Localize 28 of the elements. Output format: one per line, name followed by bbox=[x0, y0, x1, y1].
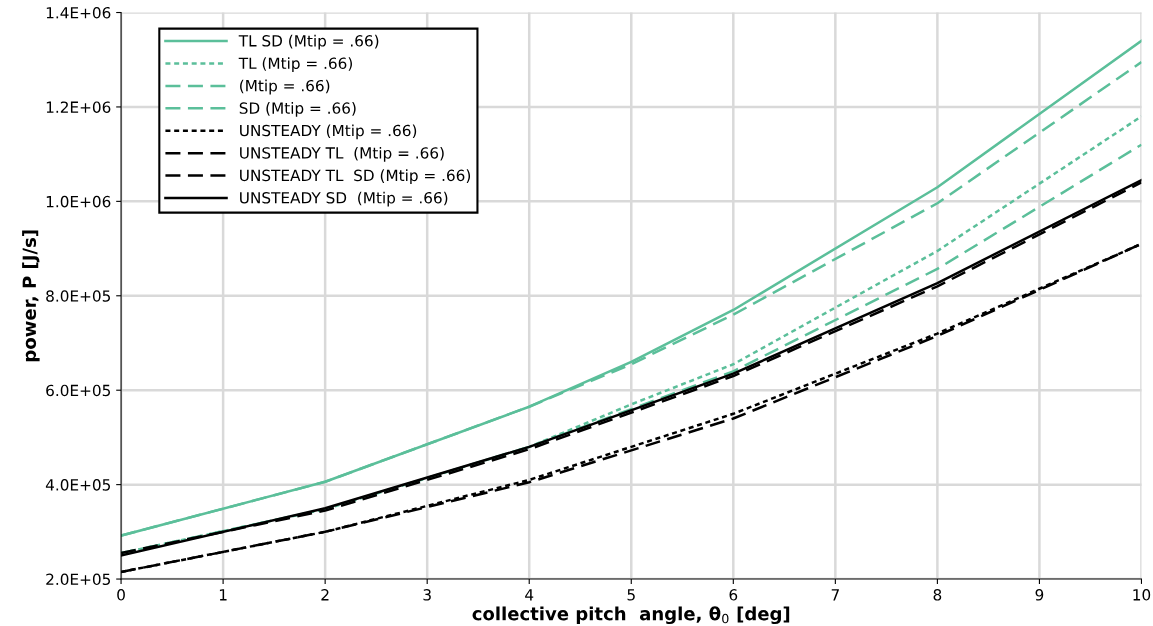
y-tick-label: 1.0E+06 bbox=[46, 195, 111, 208]
legend-label: SD (Mtip = .66) bbox=[239, 102, 356, 117]
legend-label: TL (Mtip = .66) bbox=[238, 57, 352, 72]
x-tick-label: 10 bbox=[1133, 589, 1151, 601]
x-tick-label: 7 bbox=[831, 589, 839, 601]
x-tick-label: 9 bbox=[1035, 589, 1044, 601]
x-tick-label: 6 bbox=[729, 589, 738, 601]
y-axis-title: power, P [J/s] bbox=[22, 230, 40, 362]
y-tick-label: 6.0E+05 bbox=[46, 384, 111, 397]
legend-label: UNSTEADY TL (Mtip = .66) bbox=[240, 146, 444, 162]
x-tick-label: 4 bbox=[525, 589, 534, 601]
x-tick-label: 5 bbox=[627, 589, 635, 601]
x-axis-title: collective pitch angle, θ$_{0}$ [deg] bbox=[472, 606, 790, 625]
x-tick-label: 8 bbox=[933, 589, 942, 601]
y-tick-label: 1.2E+06 bbox=[46, 101, 111, 113]
x-tick-label: 3 bbox=[423, 589, 431, 601]
legend-label: UNSTEADY SD (Mtip = .66) bbox=[240, 191, 448, 207]
x-tick-label: 2 bbox=[321, 589, 329, 601]
y-tick-label: 4.0E+05 bbox=[45, 479, 111, 491]
x-tick-label: 1 bbox=[219, 589, 227, 601]
y-tick-label: 2.0E+05 bbox=[46, 573, 111, 586]
legend-label: (Mtip = .66) bbox=[240, 79, 330, 95]
legend-label: UNSTEADY TL SD (Mtip = .66) bbox=[240, 169, 471, 185]
legend-label: TL SD (Mtip = .66) bbox=[238, 34, 379, 50]
legend-label: UNSTEADY (Mtip = .66) bbox=[240, 124, 417, 140]
y-tick-label: 8.0E+05 bbox=[46, 290, 111, 302]
x-tick-label: 0 bbox=[117, 589, 125, 601]
y-tick-label: 1.4E+06 bbox=[46, 6, 111, 19]
